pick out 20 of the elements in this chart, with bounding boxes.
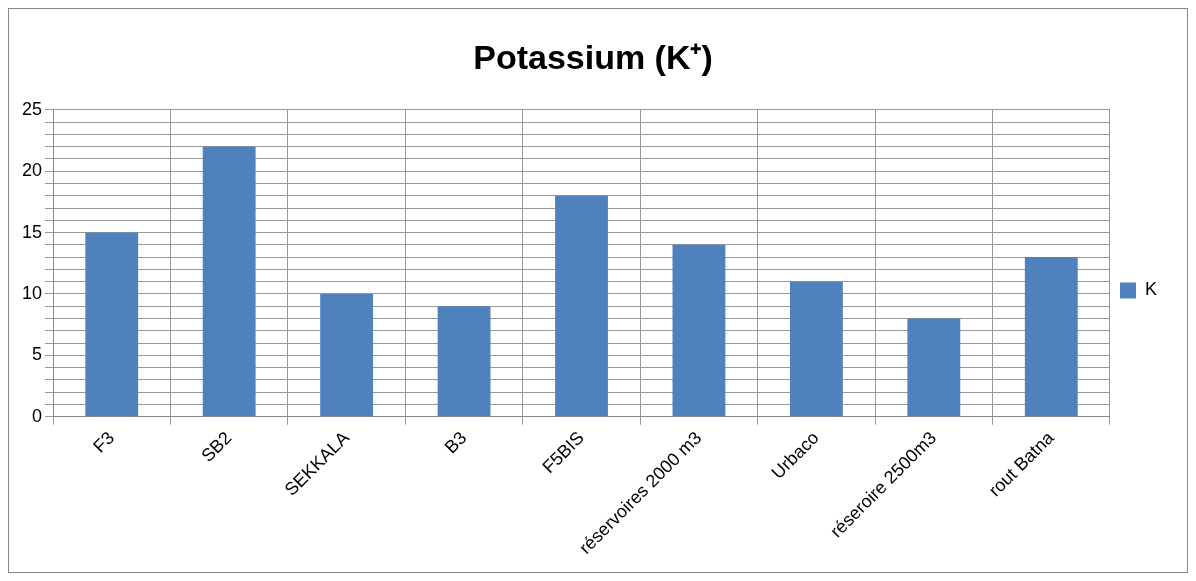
bar (1024, 257, 1078, 417)
y-tick-label: 20 (21, 160, 43, 181)
x-tick-label: B3 (440, 427, 471, 458)
y-tick-label: 0 (32, 405, 43, 426)
bar (789, 281, 843, 417)
y-tick-label: 10 (21, 282, 43, 303)
x-tick-label: SB2 (197, 427, 236, 466)
x-tick-label: F3 (89, 427, 119, 457)
bar (555, 195, 608, 417)
bar (320, 293, 374, 417)
bar (907, 318, 961, 417)
bar (672, 244, 726, 417)
bar (202, 146, 256, 417)
y-tick-label: 15 (21, 221, 43, 242)
y-tick-label: 25 (21, 98, 43, 119)
legend-label: K (1144, 279, 1158, 300)
y-tick-label: 5 (32, 344, 43, 365)
bar (85, 232, 139, 417)
chart-title: Potassium (K⁺) (473, 37, 713, 76)
bar (437, 306, 491, 417)
